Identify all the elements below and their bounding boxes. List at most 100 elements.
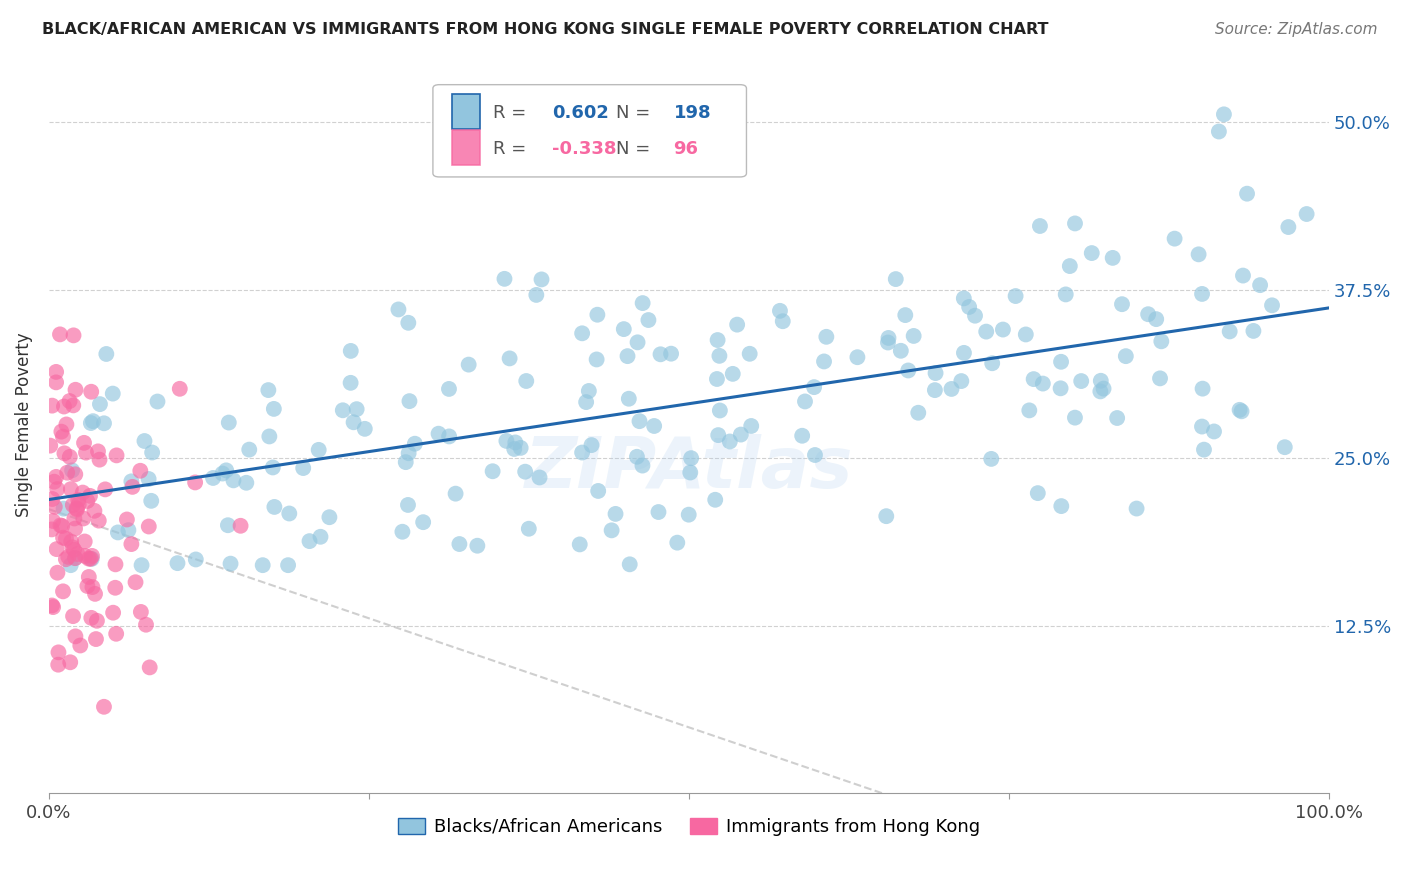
- Point: [813, 354, 835, 368]
- Point: [80, 552, 103, 566]
- Point: [1187, 247, 1209, 261]
- Point: [318, 510, 340, 524]
- Point: [1202, 425, 1225, 439]
- Point: [60, 534, 83, 549]
- Point: [72, 511, 94, 525]
- Point: [42, 514, 65, 528]
- Point: [877, 335, 900, 350]
- Point: [980, 451, 1002, 466]
- Point: [1026, 486, 1049, 500]
- Point: [505, 435, 527, 450]
- Point: [467, 539, 489, 553]
- Point: [218, 416, 240, 430]
- Point: [93, 699, 115, 714]
- Point: [792, 429, 814, 443]
- Text: R =: R =: [494, 140, 531, 158]
- Point: [63, 522, 86, 536]
- Point: [953, 346, 976, 360]
- Point: [73, 534, 96, 549]
- Point: [252, 558, 274, 573]
- Point: [82, 580, 104, 594]
- Point: [73, 435, 96, 450]
- Point: [1032, 376, 1054, 391]
- Point: [89, 397, 111, 411]
- Point: [52, 429, 75, 443]
- Point: [65, 629, 87, 643]
- Point: [80, 416, 103, 430]
- Point: [957, 300, 980, 314]
- Point: [449, 537, 471, 551]
- Point: [637, 313, 659, 327]
- Point: [981, 356, 1004, 370]
- Point: [63, 551, 86, 566]
- Point: [52, 501, 75, 516]
- Text: 96: 96: [673, 140, 699, 158]
- Point: [117, 523, 139, 537]
- Point: [1022, 372, 1045, 386]
- Point: [924, 366, 946, 380]
- Point: [52, 531, 75, 545]
- Point: [1163, 232, 1185, 246]
- Point: [578, 384, 600, 398]
- Point: [1277, 220, 1299, 235]
- Point: [308, 442, 330, 457]
- Point: [1054, 287, 1077, 301]
- Point: [1149, 371, 1171, 385]
- Point: [718, 434, 741, 449]
- Point: [58, 549, 80, 564]
- Point: [77, 570, 100, 584]
- Point: [66, 547, 89, 561]
- Text: N =: N =: [616, 103, 657, 121]
- Point: [1191, 382, 1213, 396]
- Point: [1150, 334, 1173, 349]
- Point: [134, 434, 156, 448]
- Point: [120, 475, 142, 489]
- Point: [1092, 382, 1115, 396]
- Point: [129, 464, 152, 478]
- Point: [79, 489, 101, 503]
- Point: [991, 322, 1014, 336]
- Point: [1090, 384, 1112, 399]
- Point: [59, 558, 82, 573]
- Point: [202, 471, 225, 485]
- Point: [62, 398, 84, 412]
- Point: [263, 401, 285, 416]
- Point: [681, 451, 703, 466]
- Point: [67, 497, 90, 511]
- Point: [51, 425, 73, 439]
- Point: [1050, 355, 1073, 369]
- Point: [45, 365, 67, 379]
- Point: [924, 383, 946, 397]
- Point: [69, 639, 91, 653]
- Point: [875, 509, 897, 524]
- Point: [146, 394, 169, 409]
- Point: [46, 566, 69, 580]
- Point: [277, 558, 299, 573]
- Point: [51, 519, 73, 533]
- Point: [1070, 374, 1092, 388]
- Point: [1018, 403, 1040, 417]
- Point: [1241, 324, 1264, 338]
- Point: [709, 403, 731, 417]
- Point: [55, 532, 77, 546]
- Point: [222, 474, 245, 488]
- Point: [56, 466, 79, 480]
- Point: [353, 422, 375, 436]
- Point: [55, 552, 77, 566]
- Point: [391, 524, 413, 539]
- Point: [62, 498, 84, 512]
- Point: [515, 374, 537, 388]
- Point: [794, 394, 817, 409]
- Point: [941, 382, 963, 396]
- Point: [53, 446, 76, 460]
- Point: [617, 392, 640, 406]
- Point: [93, 417, 115, 431]
- Point: [1125, 501, 1147, 516]
- Point: [332, 403, 354, 417]
- Point: [217, 518, 239, 533]
- Text: -0.338: -0.338: [553, 140, 616, 158]
- Point: [39, 439, 62, 453]
- Point: [211, 467, 233, 481]
- Point: [581, 438, 603, 452]
- Point: [166, 556, 188, 570]
